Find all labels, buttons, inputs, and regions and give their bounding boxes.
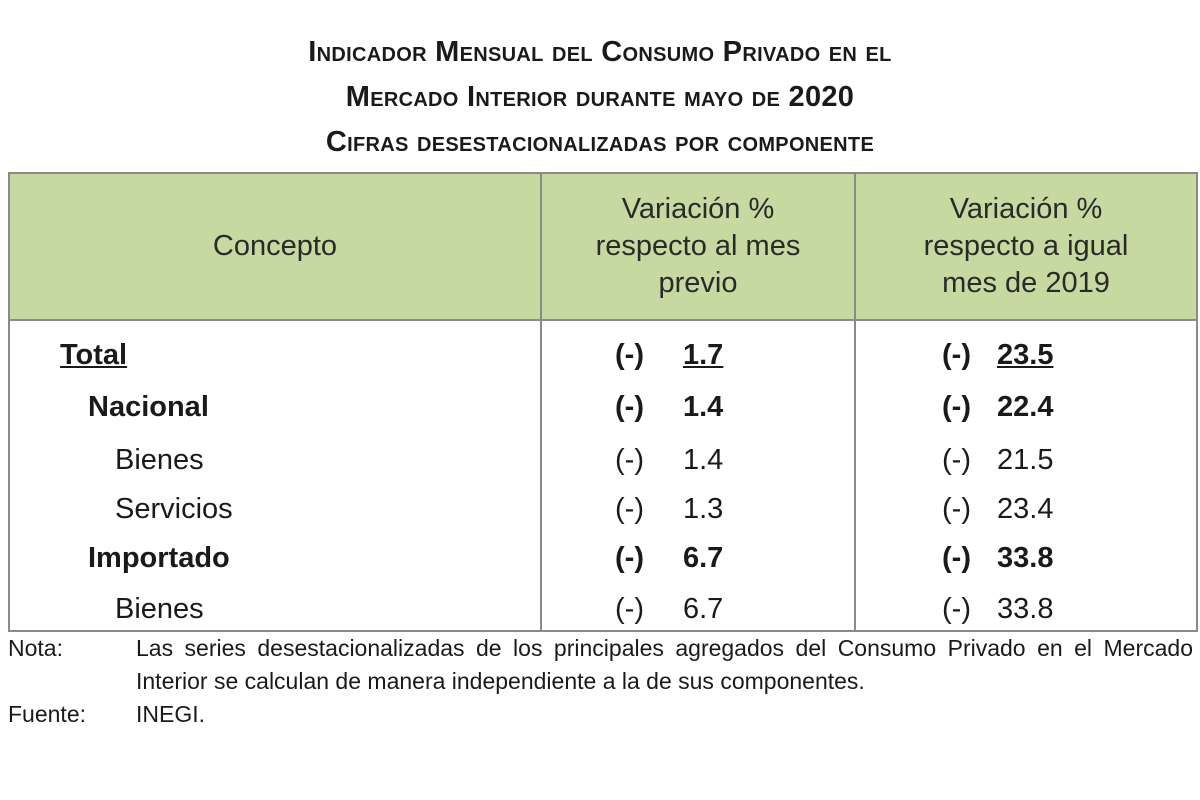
sign: (-) xyxy=(615,593,644,625)
value: 1.3 xyxy=(683,493,724,525)
fuente-label: Fuente: xyxy=(8,701,86,727)
sign: (-) xyxy=(615,542,644,574)
value: 6.7 xyxy=(683,593,724,625)
header-concepto: Concepto xyxy=(212,230,338,262)
value: 33.8 xyxy=(997,593,1054,625)
value: 1.7 xyxy=(683,339,724,371)
table-row-nacional: Nacional (-) 1.4 (-) 22.4 xyxy=(10,383,1196,433)
document-title: Indicador Mensual del Consumo Privado en… xyxy=(0,30,1200,165)
value: 23.4 xyxy=(997,493,1054,525)
row-label: Bienes xyxy=(115,593,204,625)
sign: (-) xyxy=(615,493,644,525)
value: 22.4 xyxy=(997,391,1054,423)
table-row-bienes-importado: Bienes (-) 6.7 (-) 33.8 xyxy=(10,585,1196,635)
sign: (-) xyxy=(942,391,971,423)
consumo-table: Concepto Variación % respecto al mes pre… xyxy=(8,172,1198,632)
value: 6.7 xyxy=(683,542,724,574)
header-var-mes-previo: Variación % respecto al mes previo xyxy=(595,193,801,299)
fuente: Fuente: INEGI. xyxy=(8,698,1193,731)
value: 1.4 xyxy=(683,391,724,423)
sign: (-) xyxy=(615,391,644,423)
row-label: Servicios xyxy=(115,493,233,525)
nota-label: Nota: xyxy=(8,635,63,661)
fuente-text: INEGI. xyxy=(136,701,206,727)
row-label: Importado xyxy=(88,542,230,574)
sign: (-) xyxy=(942,444,971,476)
column-divider-2 xyxy=(854,174,856,630)
sign: (-) xyxy=(942,542,971,574)
row-label: Nacional xyxy=(88,391,209,423)
value: 1.4 xyxy=(683,444,724,476)
value: 21.5 xyxy=(997,444,1054,476)
table-row-bienes-nacional: Bienes (-) 1.4 (-) 21.5 xyxy=(10,436,1196,486)
value: 33.8 xyxy=(997,542,1054,574)
value: 23.5 xyxy=(997,339,1054,371)
table-header: Concepto Variación % respecto al mes pre… xyxy=(10,174,1196,321)
row-label: Total xyxy=(60,339,128,371)
header-var-anual: Variación % respecto a igual mes de 2019 xyxy=(923,193,1129,299)
sign: (-) xyxy=(942,593,971,625)
table-notes: Nota: Las series desestacionalizadas de … xyxy=(8,632,1193,731)
table-row-importado: Importado (-) 6.7 (-) 33.8 xyxy=(10,534,1196,584)
sign: (-) xyxy=(942,339,971,371)
table-row-total: Total (-) 1.7 (-) 23.5 xyxy=(10,331,1196,381)
title-line-1: Indicador Mensual del Consumo Privado en… xyxy=(308,36,892,68)
title-line-2: Mercado Interior durante mayo de 2020 xyxy=(345,81,855,113)
column-divider-1 xyxy=(540,174,542,630)
nota: Nota: Las series desestacionalizadas de … xyxy=(8,632,1193,698)
sign: (-) xyxy=(615,444,644,476)
sign: (-) xyxy=(942,493,971,525)
row-label: Bienes xyxy=(115,444,204,476)
nota-text: Las series desestacionalizadas de los pr… xyxy=(136,635,1193,694)
title-line-3: Cifras desestacionalizadas por component… xyxy=(325,126,875,158)
table-row-servicios: Servicios (-) 1.3 (-) 23.4 xyxy=(10,485,1196,535)
sign: (-) xyxy=(615,339,644,371)
